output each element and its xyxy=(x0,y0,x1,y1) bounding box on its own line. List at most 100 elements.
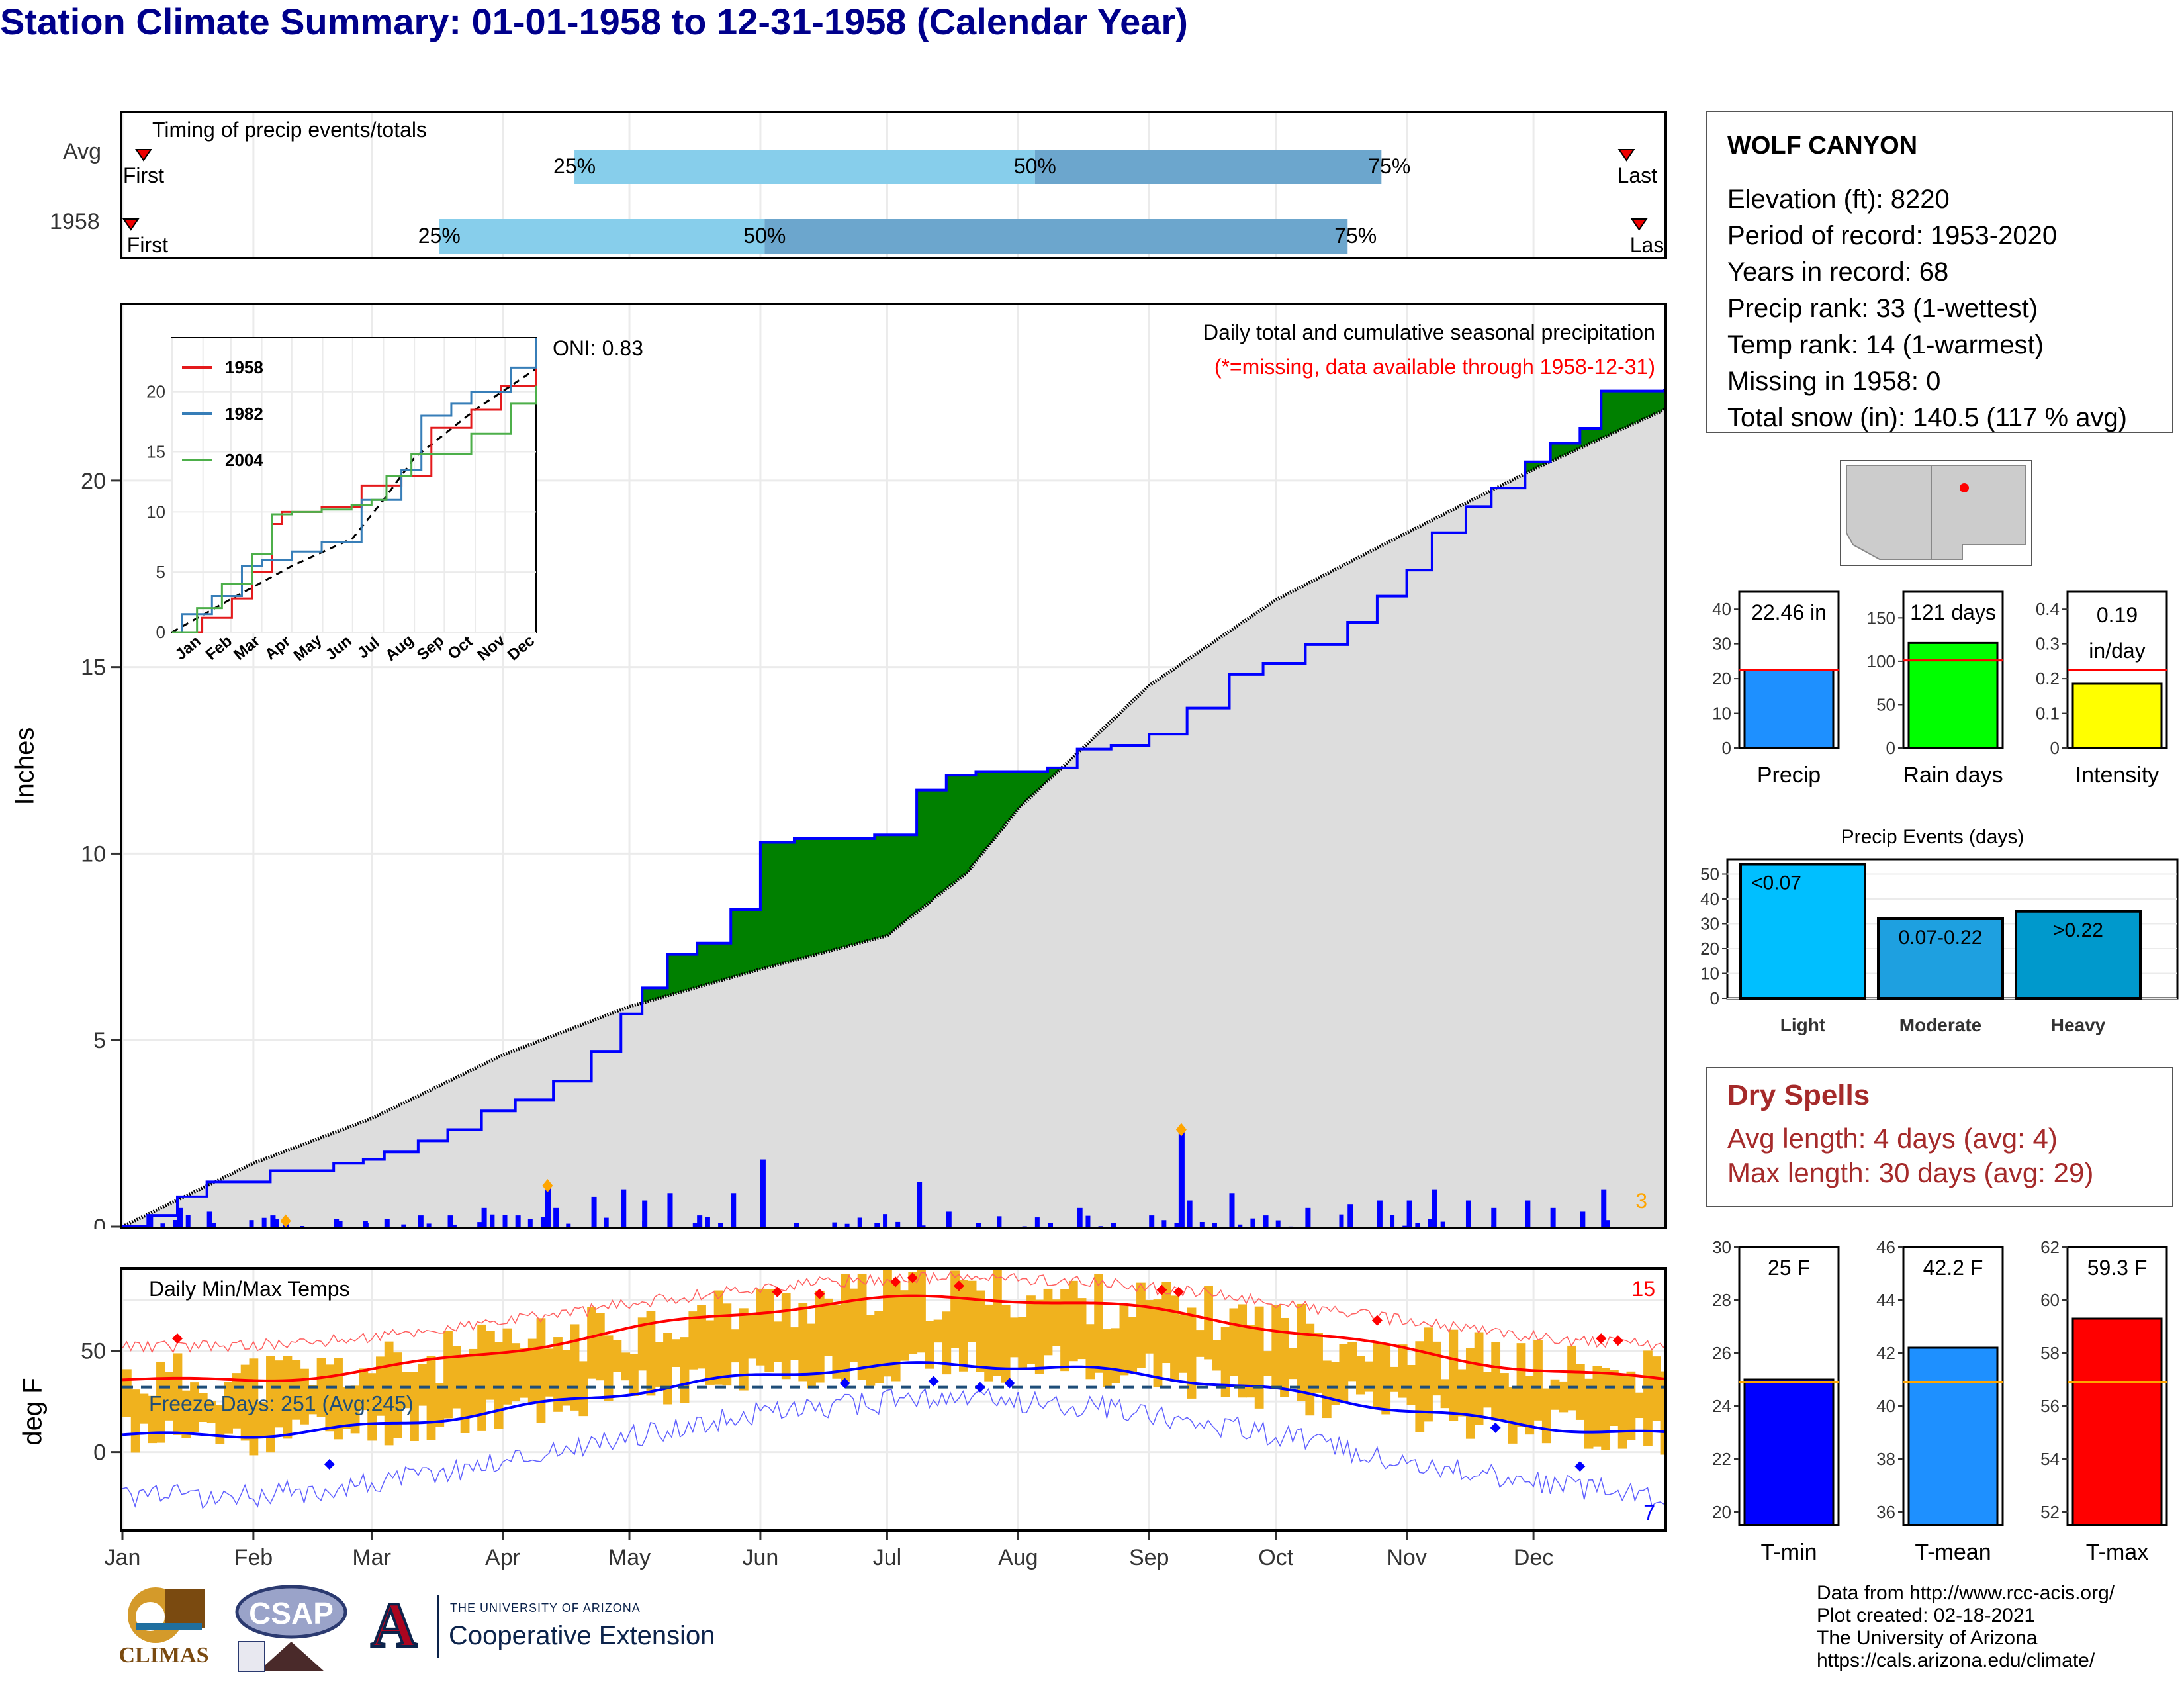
daily-temp-range-bar xyxy=(545,1348,555,1397)
dry-spells-avg: Avg length: 4 days (avg: 4) xyxy=(1727,1123,2058,1154)
daily-temp-range-bar xyxy=(469,1348,478,1417)
daily-precip-bar xyxy=(566,1223,571,1227)
daily-temp-range-bar xyxy=(1660,1371,1670,1455)
inset-y-tick: 15 xyxy=(146,442,165,462)
events-bar xyxy=(1739,863,1866,1000)
daily-temp-range-bar xyxy=(697,1305,706,1369)
daily-precip-bar xyxy=(1149,1215,1155,1227)
daily-temp-range-bar xyxy=(139,1393,149,1424)
precip-chart: Daily total and cumulative seasonal prec… xyxy=(121,305,1670,1229)
daily-precip-bar xyxy=(1085,1215,1091,1227)
daily-temp-range-bar xyxy=(1373,1342,1383,1409)
daily-temp-range-bar xyxy=(350,1385,360,1434)
precip-diff-fill xyxy=(1009,771,1015,820)
precip-diff-fill xyxy=(1575,443,1581,450)
daily-temp-range-bar xyxy=(384,1341,394,1446)
precip-diff-fill xyxy=(976,771,981,862)
precip-diff-fill xyxy=(874,835,880,939)
daily-temp-range-bar xyxy=(1339,1344,1349,1402)
daily-temp-range-bar xyxy=(291,1360,301,1420)
daily-temp-range-bar xyxy=(300,1368,309,1425)
daily-precip-bar xyxy=(515,1215,521,1227)
daily-temp-range-bar xyxy=(722,1303,732,1386)
daily-temp-range-bar xyxy=(536,1318,546,1423)
inset-chart: 0 5 10 15 20 1958 1982 2004 Jan Feb Mar Apr May Jun Ju… xyxy=(129,331,546,688)
precip-diff-fill xyxy=(1596,428,1602,441)
precip-diff-fill xyxy=(1567,443,1572,454)
daily-temp-range-bar xyxy=(1500,1373,1509,1420)
footer-credits: Data from http://www.rcc-acis.org/ Plot … xyxy=(1817,1582,2115,1672)
daily-temp-range-bar xyxy=(1170,1295,1179,1382)
precip-diff-fill xyxy=(972,775,977,867)
precip-diff-fill xyxy=(1533,461,1539,469)
daily-temp-range-bar xyxy=(1533,1340,1543,1421)
daily-precip-bar xyxy=(794,1223,799,1227)
daily-precip-bar xyxy=(274,1219,279,1227)
inset-legend-label: 2004 xyxy=(225,450,263,470)
mini-value-label: 121 days xyxy=(1910,600,1996,624)
month-label: Nov xyxy=(1387,1545,1426,1570)
timing-bar-q50-q75 xyxy=(764,219,1348,254)
precip-diff-fill xyxy=(671,954,677,995)
daily-temp-range-bar xyxy=(1610,1370,1619,1427)
daily-precip-bar xyxy=(1111,1223,1116,1227)
daily-precip-bar xyxy=(1178,1129,1185,1227)
precip-diff-fill xyxy=(891,835,897,933)
precip-diff-fill xyxy=(1018,771,1023,809)
precip-diff-fill xyxy=(1022,771,1028,805)
daily-temp-range-bar xyxy=(1254,1306,1264,1409)
daily-precip-bar xyxy=(451,1224,457,1227)
daily-precip-bar xyxy=(946,1211,952,1227)
daily-temp-range-bar xyxy=(1449,1329,1459,1421)
daily-temp-range-bar xyxy=(1085,1324,1095,1380)
daily-precip-bar xyxy=(540,1217,545,1227)
precip-diff-fill xyxy=(997,771,1002,835)
mini-tick-label: 30 xyxy=(1712,634,1731,654)
daily-temp-range-bar xyxy=(1390,1366,1399,1392)
daily-precip-bar xyxy=(1432,1189,1437,1227)
daily-precip-bar xyxy=(1034,1217,1040,1227)
record-low-marker xyxy=(1004,1378,1015,1389)
daily-temp-range-bar xyxy=(832,1304,842,1379)
tbar-bar xyxy=(1907,1346,1999,1526)
precip-diff-fill xyxy=(726,943,732,979)
precip-diff-fill xyxy=(705,943,711,985)
heavy-event-marker xyxy=(1175,1123,1187,1137)
precip-diff-fill xyxy=(667,954,672,996)
daily-temp-range-bar xyxy=(899,1290,909,1361)
daily-temp-range-bar xyxy=(283,1356,293,1439)
mini-tick-label: 150 xyxy=(1867,608,1895,628)
daily-temp-range-bar xyxy=(1001,1305,1011,1383)
daily-temp-range-bar xyxy=(1601,1368,1611,1450)
daily-precip-bar xyxy=(1491,1225,1496,1227)
daily-temp-range-bar xyxy=(1229,1308,1239,1376)
daily-temp-range-bar xyxy=(520,1348,529,1398)
timing-bar-q25-q50 xyxy=(574,150,1035,184)
daily-temp-range-bar xyxy=(325,1364,335,1432)
daily-precip-bar xyxy=(334,1219,340,1227)
precip-diff-fill xyxy=(1614,391,1619,433)
precip-diff-fill xyxy=(912,835,918,916)
station-precip-rank: Precip rank: 33 (1-wettest) xyxy=(1727,294,2038,323)
daily-precip-bar xyxy=(642,1221,647,1227)
temp-panel: Daily Min/Max Temps Freeze Days: 251 (Avg… xyxy=(120,1267,1670,1532)
precip-diff-fill xyxy=(950,775,956,886)
inset-frame xyxy=(171,337,537,633)
precip-diff-fill xyxy=(1571,443,1576,452)
precip-diff-fill xyxy=(1605,391,1611,437)
daily-temp-range-bar xyxy=(1102,1329,1112,1387)
daily-temp-range-bar xyxy=(1651,1356,1661,1421)
daily-temp-range-bar xyxy=(1034,1299,1044,1374)
daily-precip-bar xyxy=(1491,1207,1497,1227)
daily-temp-range-bar xyxy=(883,1269,892,1377)
month-label: Aug xyxy=(998,1545,1038,1570)
daily-precip-bar xyxy=(731,1193,737,1227)
daily-temp-range-bar xyxy=(215,1405,225,1444)
tbar-tick-label: 54 xyxy=(2040,1449,2060,1469)
month-label: Sep xyxy=(1129,1545,1169,1570)
precip-diff-fill xyxy=(878,835,884,938)
precip-diff-fill xyxy=(802,838,808,959)
precip-diff-fill xyxy=(942,790,947,892)
daily-temp-range-bar xyxy=(655,1342,664,1387)
tbar-bar xyxy=(2071,1317,2163,1526)
